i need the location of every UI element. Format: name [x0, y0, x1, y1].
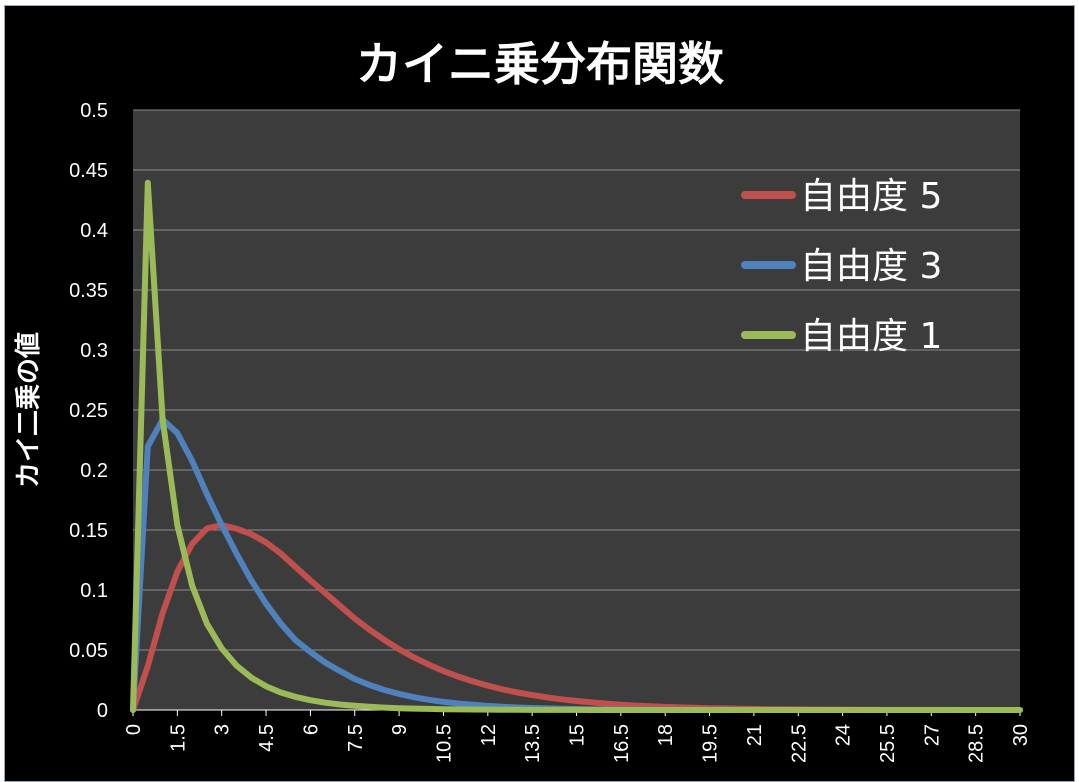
x-axis-ticks: 0 1.5 3 4.5 6 7.5 9 10.5 12 13.5 15 16.5 18 19.5 21 22.… [123, 709, 1032, 763]
x-tick-label: 9 [389, 724, 411, 735]
x-tick-label: 19.5 [700, 724, 722, 763]
y-tick-label: 0.35 [69, 280, 108, 302]
y-tick-label: 0.45 [69, 160, 108, 182]
y-tick-label: 0.1 [80, 580, 108, 602]
gridlines [133, 109, 1020, 711]
x-tick-label: 7.5 [345, 724, 367, 752]
x-tick-label: 4.5 [256, 724, 278, 752]
legend: 自由度 5 自由度 3 自由度 1 [741, 176, 942, 357]
y-tick-label: 0.05 [69, 640, 108, 662]
x-tick-label: 10.5 [433, 724, 455, 763]
x-tick-label: 6 [300, 724, 322, 735]
y-tick-label: 0.5 [80, 100, 108, 122]
legend-item: 自由度 3 [741, 246, 942, 287]
x-tick-label: 28.5 [966, 724, 988, 763]
x-tick-label: 30 [1010, 724, 1032, 746]
y-axis-title: カイ二乗の値 [14, 332, 44, 488]
y-tick-label: 0.2 [80, 460, 108, 482]
x-tick-label: 0 [123, 724, 145, 735]
chart-title: カイニ乗分布関数 [356, 37, 724, 91]
x-tick-label: 16.5 [611, 724, 633, 763]
legend-label: 自由度 1 [800, 316, 942, 357]
x-tick-label: 21 [744, 724, 766, 746]
y-tick-label: 0.15 [69, 520, 108, 542]
y-tick-label: 0.3 [80, 340, 108, 362]
legend-item: 自由度 1 [741, 316, 942, 357]
legend-label: 自由度 3 [800, 246, 942, 287]
series-line [130, 179, 1023, 713]
legend-item: 自由度 5 [741, 176, 942, 217]
y-axis-ticks: 0 0.05 0.1 0.15 0.2 0.25 0.3 0.35 0.4 0.45 0.5 [69, 100, 108, 722]
y-tick-label: 0.25 [69, 400, 108, 422]
series-lines [130, 179, 1023, 713]
y-tick-label: 0 [97, 700, 108, 722]
x-tick-label: 24 [833, 724, 855, 746]
x-tick-label: 22.5 [788, 724, 810, 763]
x-tick-label: 25.5 [877, 724, 899, 763]
legend-label: 自由度 5 [800, 176, 942, 217]
x-tick-label: 15 [567, 724, 589, 746]
x-tick-label: 13.5 [522, 724, 544, 763]
x-tick-label: 18 [655, 724, 677, 746]
x-tick-label: 27 [921, 724, 943, 746]
x-tick-label: 1.5 [167, 724, 189, 752]
x-tick-label: 12 [478, 724, 500, 746]
x-tick-label: 3 [212, 724, 234, 735]
y-tick-label: 0.4 [80, 220, 108, 242]
